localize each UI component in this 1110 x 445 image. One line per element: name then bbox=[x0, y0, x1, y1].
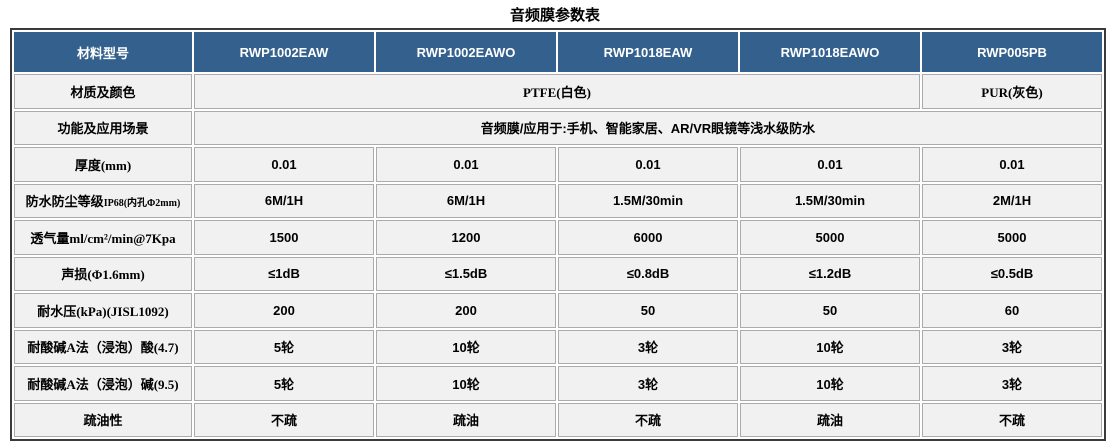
table-header-row: 材料型号 RWP1002EAW RWP1002EAWO RWP1018EAW RWP10… bbox=[14, 32, 1102, 72]
value-cell: 0.01 bbox=[740, 147, 920, 182]
value-cell: 1200 bbox=[376, 220, 556, 255]
value-cell: 0.01 bbox=[376, 147, 556, 182]
row-label-cell: 防水防尘等级IP68(内孔Φ2mm) bbox=[14, 183, 192, 218]
value-cell: 3轮 bbox=[558, 329, 738, 364]
value-cell: 1.5M/30min bbox=[558, 183, 738, 218]
table-row: 功能及应用场景 音频膜/应用于:手机、智能家居、AR/VR眼镜等浅水级防水 bbox=[14, 110, 1102, 145]
row-label-cell: 耐水压(kPa)(JISL1092) bbox=[14, 293, 192, 328]
row-label-cell: 耐酸碱A法（浸泡）碱(9.5) bbox=[14, 366, 192, 401]
value-cell: 6M/1H bbox=[376, 183, 556, 218]
table-row: 声损(Φ1.6mm) ≤1dB ≤1.5dB ≤0.8dB ≤1.2dB ≤0.5dB bbox=[14, 256, 1102, 291]
table-row: 耐水压(kPa)(JISL1092) 200 200 50 50 60 bbox=[14, 293, 1102, 328]
value-cell: ≤1dB bbox=[194, 256, 374, 291]
value-cell: 1.5M/30min bbox=[740, 183, 920, 218]
header-cell-label: 材料型号 bbox=[14, 32, 192, 72]
value-cell: 1500 bbox=[194, 220, 374, 255]
page-title: 音频膜参数表 bbox=[509, 7, 600, 24]
table-row: 耐酸碱A法（浸泡）碱(9.5) 5轮 10轮 3轮 10轮 3轮 bbox=[14, 366, 1102, 401]
table-row: 材质及颜色 PTFE(白色) PUR(灰色) bbox=[14, 74, 1102, 109]
value-cell: 3轮 bbox=[558, 366, 738, 401]
value-cell: 音频膜/应用于:手机、智能家居、AR/VR眼镜等浅水级防水 bbox=[194, 110, 1102, 145]
value-cell: 50 bbox=[558, 293, 738, 328]
value-cell: ≤0.8dB bbox=[558, 256, 738, 291]
header-cell-model: RWP1018EAWO bbox=[740, 32, 920, 72]
value-cell: 疏油 bbox=[376, 402, 556, 437]
row-label: 耐酸碱A法（浸泡）碱(9.5) bbox=[27, 376, 179, 392]
value-cell: 0.01 bbox=[558, 147, 738, 182]
header-cell-model: RWP1002EAWO bbox=[376, 32, 556, 72]
row-label: 防水防尘等级 bbox=[25, 194, 104, 210]
value-cell: 10轮 bbox=[376, 366, 556, 401]
row-label: 厚度(mm) bbox=[74, 157, 132, 173]
value-cell: 2M/1H bbox=[922, 183, 1102, 218]
value-cell: 3轮 bbox=[922, 366, 1102, 401]
value-cell: 60 bbox=[922, 293, 1102, 328]
value-cell: ≤1.2dB bbox=[740, 256, 920, 291]
table-row: 透气量ml/cm²/min@7Kpa 1500 1200 6000 5000 5000 bbox=[14, 220, 1102, 255]
row-label: 声损(Φ1.6mm) bbox=[61, 267, 145, 283]
table-row: 防水防尘等级IP68(内孔Φ2mm) 6M/1H 6M/1H 1.5M/30min 1.… bbox=[14, 183, 1102, 218]
value-cell: 不疏 bbox=[922, 402, 1102, 437]
parameter-table: 材料型号 RWP1002EAW RWP1002EAWO RWP1018EAW RWP10… bbox=[10, 28, 1106, 441]
value-cell: 3轮 bbox=[922, 329, 1102, 364]
table-row: 厚度(mm) 0.01 0.01 0.01 0.01 0.01 bbox=[14, 147, 1102, 182]
row-label: 耐水压(kPa)(JISL1092) bbox=[37, 303, 169, 319]
value-cell: 5轮 bbox=[194, 366, 374, 401]
row-label-cell: 功能及应用场景 bbox=[14, 110, 192, 145]
table-row: 耐酸碱A法（浸泡）酸(4.7) 5轮 10轮 3轮 10轮 3轮 bbox=[14, 329, 1102, 364]
value-cell: 5轮 bbox=[194, 329, 374, 364]
row-label: 透气量ml/cm²/min@7Kpa bbox=[30, 230, 176, 246]
value-cell: PUR(灰色) bbox=[922, 74, 1102, 109]
value-cell: 疏油 bbox=[740, 402, 920, 437]
row-label-suffix: IP68(内孔Φ2mm) bbox=[103, 198, 181, 210]
row-label-cell: 厚度(mm) bbox=[14, 147, 192, 182]
value-cell: 10轮 bbox=[740, 366, 920, 401]
table-row: 疏油性 不疏 疏油 不疏 疏油 不疏 bbox=[14, 402, 1102, 437]
header-cell-model: RWP1002EAW bbox=[194, 32, 374, 72]
value-cell: 10轮 bbox=[740, 329, 920, 364]
value-cell: 5000 bbox=[922, 220, 1102, 255]
value-cell: ≤0.5dB bbox=[922, 256, 1102, 291]
row-label-cell: 疏油性 bbox=[14, 402, 192, 437]
value-cell: 50 bbox=[740, 293, 920, 328]
value-cell: 不疏 bbox=[194, 402, 374, 437]
row-label-cell: 材质及颜色 bbox=[14, 74, 192, 109]
header-cell-model: RWP1018EAW bbox=[558, 32, 738, 72]
value-cell: 0.01 bbox=[922, 147, 1102, 182]
value-cell: PTFE(白色) bbox=[194, 74, 920, 109]
value-cell: 6000 bbox=[558, 220, 738, 255]
row-label-cell: 声损(Φ1.6mm) bbox=[14, 256, 192, 291]
value-cell: 0.01 bbox=[194, 147, 374, 182]
row-label-cell: 透气量ml/cm²/min@7Kpa bbox=[14, 220, 192, 255]
row-label-cell: 耐酸碱A法（浸泡）酸(4.7) bbox=[14, 329, 192, 364]
value-cell: 200 bbox=[194, 293, 374, 328]
row-label: 耐酸碱A法（浸泡）酸(4.7) bbox=[27, 340, 179, 356]
value-cell: ≤1.5dB bbox=[376, 256, 556, 291]
value-cell: 10轮 bbox=[376, 329, 556, 364]
value-cell: 6M/1H bbox=[194, 183, 374, 218]
header-cell-model: RWP005PB bbox=[922, 32, 1102, 72]
row-label: 功能及应用场景 bbox=[57, 121, 149, 137]
row-label: 材质及颜色 bbox=[70, 84, 136, 100]
value-cell: 200 bbox=[376, 293, 556, 328]
row-label: 疏油性 bbox=[83, 413, 123, 429]
value-cell: 不疏 bbox=[558, 402, 738, 437]
value-cell: 5000 bbox=[740, 220, 920, 255]
